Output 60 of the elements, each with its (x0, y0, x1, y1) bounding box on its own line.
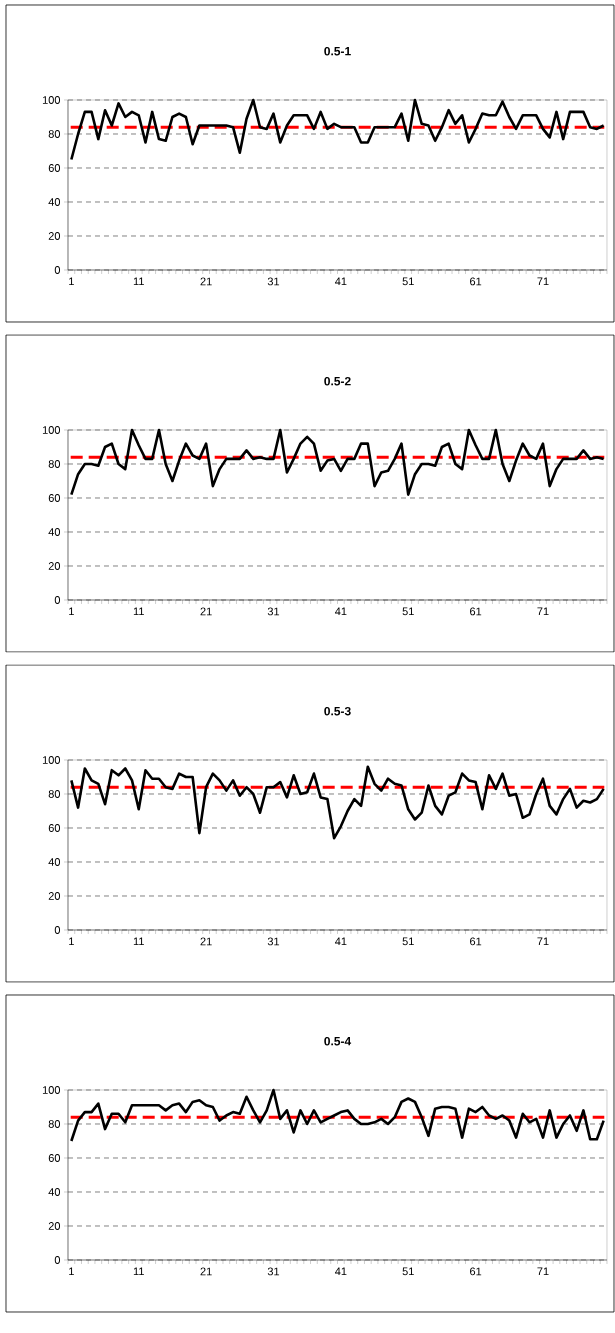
y-tick-label: 60 (48, 494, 61, 502)
x-tick-label: 61 (470, 277, 482, 286)
x-tick-label: 71 (537, 1267, 549, 1276)
y-tick-label: 100 (42, 426, 61, 434)
y-tick-label: 80 (48, 1120, 61, 1128)
y-tick-label: 40 (48, 528, 61, 536)
x-tick-label: 61 (470, 937, 482, 946)
chart-title: 0.5-4 (324, 1036, 352, 1046)
x-tick-label: 31 (267, 937, 280, 946)
x-tick-label: 51 (402, 277, 414, 286)
x-tick-label: 41 (334, 607, 347, 616)
chart-title: 0.5-1 (324, 46, 351, 56)
x-tick-label: 31 (267, 277, 280, 286)
x-tick-label: 61 (470, 607, 482, 616)
y-tick-label: 20 (48, 1222, 61, 1230)
y-tick-label: 60 (48, 164, 61, 172)
x-tick-label: 41 (334, 937, 347, 946)
y-tick-label: 40 (48, 858, 61, 866)
x-tick-label: 41 (334, 1267, 347, 1276)
x-tick-label: 71 (537, 937, 549, 946)
y-tick-label: 40 (48, 198, 61, 206)
x-tick-label: 11 (133, 1267, 144, 1276)
x-tick-label: 31 (267, 607, 280, 616)
y-tick-label: 20 (48, 232, 61, 240)
y-tick-label: 0 (54, 596, 61, 604)
y-tick-label: 80 (48, 460, 61, 468)
x-tick-label: 51 (402, 937, 414, 946)
x-tick-label: 21 (200, 277, 212, 286)
x-tick-label: 41 (334, 277, 347, 286)
x-tick-label: 1 (69, 607, 74, 616)
y-tick-label: 100 (42, 96, 61, 104)
y-tick-label: 40 (48, 1188, 61, 1196)
x-tick-label: 1 (69, 277, 74, 286)
y-tick-label: 20 (48, 562, 61, 570)
y-tick-label: 20 (48, 892, 61, 900)
y-tick-label: 60 (48, 824, 61, 832)
x-tick-label: 1 (69, 1267, 74, 1276)
x-tick-label: 51 (402, 1267, 414, 1276)
x-tick-label: 11 (133, 277, 144, 286)
x-tick-label: 71 (537, 277, 549, 286)
y-tick-label: 100 (42, 756, 61, 764)
x-tick-label: 71 (537, 607, 549, 616)
x-tick-label: 51 (402, 607, 414, 616)
x-tick-label: 1 (69, 937, 74, 946)
y-tick-label: 80 (48, 130, 61, 138)
y-tick-label: 60 (48, 1154, 61, 1162)
x-tick-label: 11 (133, 937, 144, 946)
y-tick-label: 0 (54, 1256, 61, 1264)
y-tick-label: 80 (48, 790, 61, 798)
x-tick-label: 21 (200, 607, 212, 616)
y-tick-label: 100 (42, 1086, 61, 1094)
chart-title: 0.5-2 (324, 376, 351, 386)
x-tick-label: 21 (200, 1267, 212, 1276)
x-tick-label: 31 (267, 1267, 280, 1276)
y-tick-label: 0 (54, 926, 61, 934)
x-tick-label: 21 (200, 937, 212, 946)
x-tick-label: 11 (133, 607, 144, 616)
x-tick-label: 61 (470, 1267, 482, 1276)
y-tick-label: 0 (54, 266, 61, 274)
chart-title: 0.5-3 (324, 706, 351, 716)
